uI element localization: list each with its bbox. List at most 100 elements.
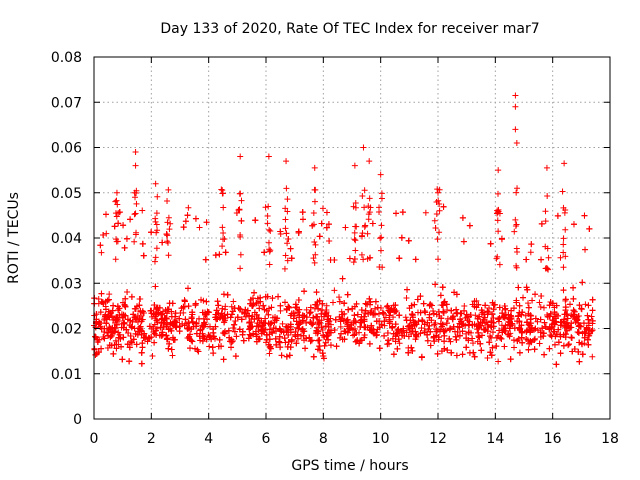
data-point [263,307,270,314]
data-point [198,296,205,303]
data-point [474,315,481,322]
data-point [568,334,575,341]
data-point [361,204,368,211]
data-point [512,216,519,223]
data-point [384,329,391,336]
data-point [443,301,450,308]
data-point [551,304,558,311]
data-point [578,340,585,347]
data-point [339,275,346,282]
data-point [315,337,322,344]
data-point [280,329,287,336]
data-point [293,340,300,347]
data-point [546,313,553,320]
data-point [513,221,520,228]
data-point [511,325,518,332]
data-point [132,149,139,156]
data-point [152,254,159,261]
data-point [311,259,318,266]
data-point [98,290,105,297]
data-point [430,334,437,341]
data-point [443,320,450,327]
data-point [362,307,369,314]
data-point [496,304,503,311]
data-point [327,315,334,322]
data-point [281,335,288,342]
data-point [408,344,415,351]
data-point [508,307,515,314]
data-point [341,300,348,307]
data-point [101,335,108,342]
data-point [361,324,368,331]
x-tick-label: 16 [544,431,562,447]
data-point [569,348,576,355]
data-point [498,236,505,243]
data-point [325,336,332,343]
data-point [193,320,200,327]
data-point [514,337,521,344]
data-point [377,247,384,254]
data-point [319,300,326,307]
data-point [489,344,496,351]
data-point [151,302,158,309]
data-point [586,225,593,232]
data-point [320,313,327,320]
data-point [152,283,159,290]
data-point [431,321,438,328]
data-point [266,326,273,333]
data-point [365,310,372,317]
data-point [359,230,366,237]
data-point [251,289,258,296]
data-point [541,319,548,326]
data-point [244,307,251,314]
data-point [571,308,578,315]
data-point [139,207,146,214]
data-point [565,342,572,349]
data-point [502,305,509,312]
data-point [176,315,183,322]
data-point [127,216,134,223]
data-point [284,240,291,247]
data-point [512,92,519,99]
data-point [181,298,188,305]
data-point [294,309,301,316]
data-point [527,249,534,256]
data-point [159,239,166,246]
data-point [154,227,161,234]
data-point [307,304,314,311]
data-point [506,325,513,332]
data-point [306,310,313,317]
data-point [532,335,539,342]
data-point [412,319,419,326]
data-point [267,227,274,234]
data-point [165,186,172,193]
data-point [411,322,418,329]
data-point [408,302,415,309]
data-point [237,233,244,240]
x-tick-label: 8 [319,431,328,447]
data-point [336,294,343,301]
data-point [415,318,422,325]
data-point [256,335,263,342]
data-points [91,92,596,368]
data-point [361,332,368,339]
data-point [166,300,173,307]
data-point [296,312,303,319]
data-point [346,325,353,332]
data-point [151,339,158,346]
data-point [272,335,279,342]
x-tick-label: 6 [262,431,271,447]
data-point [275,293,282,300]
data-point [376,209,383,216]
data-point [396,255,403,262]
data-point [581,212,588,219]
data-point [119,314,126,321]
data-point [382,314,389,321]
data-point [287,245,294,252]
data-point [545,266,552,273]
data-point [212,252,219,259]
data-point [155,310,162,317]
data-point [458,318,465,325]
data-point [166,340,173,347]
data-point [242,306,249,313]
